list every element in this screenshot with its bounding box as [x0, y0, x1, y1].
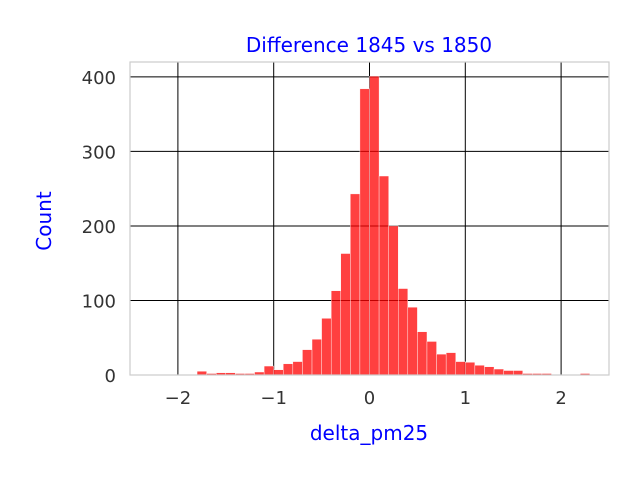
chart-title: Difference 1845 vs 1850 — [246, 33, 492, 57]
histogram-bar — [292, 361, 303, 376]
y-tick-label: 200 — [82, 217, 116, 238]
histogram-bar — [359, 88, 370, 376]
y-tick-label: 0 — [105, 366, 116, 387]
histogram-bar — [398, 288, 409, 376]
histogram-bar — [503, 370, 514, 376]
histogram-bar — [311, 339, 322, 376]
histogram-bar — [283, 363, 294, 376]
histogram-bar — [273, 369, 284, 376]
histogram-bar — [321, 318, 332, 376]
histogram-bar — [426, 341, 437, 376]
histogram-bar — [474, 365, 485, 376]
histogram-bar — [445, 352, 456, 376]
histogram-bar — [263, 365, 274, 376]
histogram-bar — [465, 362, 476, 376]
y-tick-label: 400 — [82, 68, 116, 89]
y-tick-label: 100 — [82, 291, 116, 312]
histogram-bar — [369, 75, 380, 376]
histogram-bar — [330, 290, 341, 376]
x-tick-label: 1 — [460, 388, 471, 409]
histogram-bar — [388, 225, 399, 376]
x-tick-label: 2 — [555, 388, 566, 409]
x-tick-labels: −2 −1 0 1 2 — [165, 388, 567, 409]
histogram-bar — [350, 193, 361, 376]
x-tick-label: 0 — [364, 388, 375, 409]
y-axis-label: Count — [32, 191, 56, 251]
histogram-bar — [436, 353, 447, 376]
histogram-bars — [196, 75, 591, 376]
histogram-bar — [378, 175, 389, 376]
y-tick-label: 300 — [82, 142, 116, 163]
x-tick-label: −2 — [165, 388, 192, 409]
plot-frame — [129, 61, 610, 376]
x-tick-label: −1 — [260, 388, 287, 409]
histogram-bar — [513, 370, 523, 376]
histogram-bar — [302, 349, 313, 376]
histogram-bar — [417, 331, 428, 376]
histogram-bar — [484, 366, 495, 376]
y-tick-labels: 0 100 200 300 400 — [82, 68, 116, 387]
histogram-bar — [493, 368, 504, 376]
histogram-bar — [340, 253, 351, 376]
x-axis-label: delta_pm25 — [310, 421, 428, 445]
histogram-bar — [455, 361, 466, 376]
histogram-bar — [407, 306, 418, 376]
